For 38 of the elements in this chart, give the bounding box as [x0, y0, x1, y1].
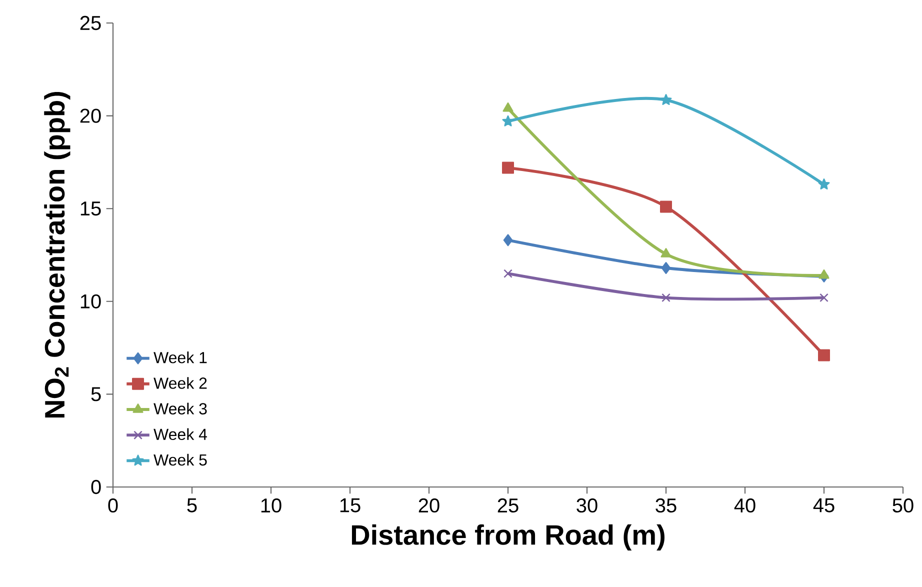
point	[818, 178, 830, 190]
x-tick-label: 45	[813, 498, 834, 512]
y-axis-title: NO$_{2}$ Concentration (ppb)	[44, 92, 70, 418]
y-tick-label: 5	[91, 387, 101, 402]
x-tick-label: 10	[261, 498, 282, 513]
point	[660, 94, 672, 106]
legend-label: Week 2	[154, 377, 207, 389]
x-tick-label: 30	[576, 498, 598, 513]
x-tick-label: 5	[187, 498, 197, 512]
point	[662, 293, 670, 302]
x-tick-label: 0	[108, 498, 118, 513]
y-tick-label: 0	[91, 480, 101, 494]
legend-label: Week 4	[154, 428, 207, 440]
point	[818, 269, 830, 279]
x-tick-label: 35	[656, 498, 676, 513]
legend-label: Week 1	[154, 352, 207, 364]
point	[504, 269, 512, 278]
x-tick-label: 40	[734, 498, 756, 513]
point	[660, 248, 672, 258]
point	[820, 293, 828, 302]
y-tick-label: 15	[80, 202, 101, 216]
point	[502, 115, 514, 126]
point	[818, 349, 830, 362]
point	[502, 162, 514, 174]
x-tick-label: 20	[418, 498, 440, 513]
x-tick-label: 25	[498, 498, 518, 513]
point	[660, 200, 672, 213]
x-tick-label: 50	[892, 498, 914, 513]
y-tick-label: 10	[80, 294, 101, 308]
point	[502, 102, 514, 112]
y-tick-label: 20	[80, 108, 101, 123]
point	[661, 262, 671, 274]
legend-label: Week 3	[154, 402, 207, 414]
x-tick-label: 15	[340, 498, 360, 512]
x-axis-title: Distance from Road (m)	[352, 524, 664, 550]
y-tick-label: 25	[80, 16, 101, 30]
point	[503, 234, 513, 246]
legend-label: Week 5	[154, 454, 207, 466]
